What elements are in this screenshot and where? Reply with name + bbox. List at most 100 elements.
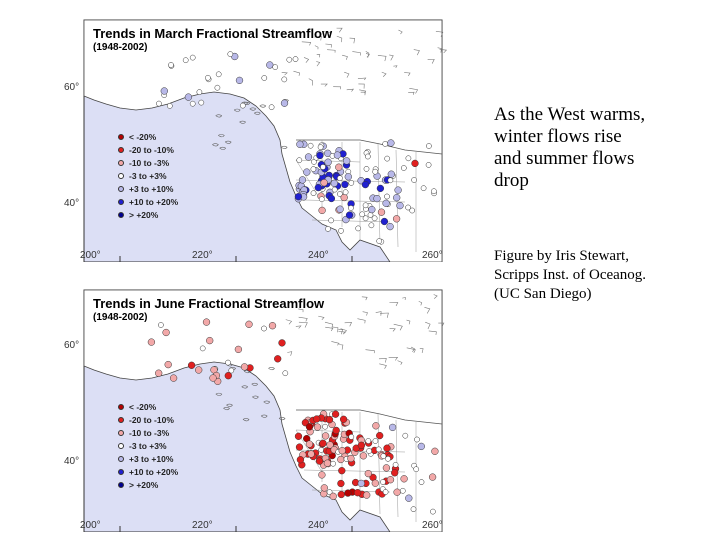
credit-line: (UC San Diego) xyxy=(494,286,592,302)
lake-outline xyxy=(425,321,431,330)
lake-outline xyxy=(404,72,411,77)
lake-outline xyxy=(428,330,437,335)
station-marker xyxy=(425,162,432,168)
station-marker xyxy=(382,199,390,207)
station-marker xyxy=(215,71,222,78)
lake-outline xyxy=(295,325,302,329)
legend-label: < -20% xyxy=(129,401,157,412)
station-marker xyxy=(156,100,162,107)
june-map-title: Trends in June Fractional Streamflow xyxy=(93,296,325,311)
station-marker xyxy=(386,222,394,231)
station-marker xyxy=(282,370,289,377)
credit-line: Scripps Inst. of Oceanog. xyxy=(494,267,647,283)
march-lat-40-label: 40° xyxy=(64,198,80,209)
lake-outline xyxy=(409,87,419,94)
legend-entry: -10 to -3% xyxy=(118,426,178,439)
station-marker xyxy=(348,434,355,440)
lake-outline xyxy=(331,326,339,333)
legend-label: -20 to -10% xyxy=(129,414,174,425)
station-marker xyxy=(376,184,385,193)
lake-outline xyxy=(397,360,403,365)
legend-swatch xyxy=(118,133,124,140)
station-marker xyxy=(320,179,328,187)
station-marker xyxy=(195,366,203,374)
station-marker xyxy=(342,189,349,196)
legend-swatch xyxy=(118,146,124,153)
station-marker xyxy=(426,143,432,149)
station-marker xyxy=(361,180,370,189)
station-marker xyxy=(235,76,244,85)
legend-label: > +20% xyxy=(129,209,159,220)
station-marker xyxy=(388,423,397,432)
station-marker xyxy=(261,325,267,332)
station-marker xyxy=(324,149,332,157)
station-marker xyxy=(363,166,370,172)
station-marker xyxy=(266,61,274,69)
coast-island xyxy=(224,140,232,144)
lake-outline xyxy=(344,71,350,78)
coast-island xyxy=(233,108,241,112)
station-marker xyxy=(327,194,336,203)
station-marker xyxy=(278,339,286,347)
station-marker xyxy=(310,190,317,197)
lake-outline xyxy=(346,88,355,92)
slide-headline: As the West warms, winter flows rise and… xyxy=(494,104,714,192)
lake-outline xyxy=(402,297,406,301)
station-marker xyxy=(359,211,366,218)
station-marker xyxy=(296,456,305,464)
station-marker xyxy=(184,93,193,101)
station-marker xyxy=(280,99,289,107)
station-marker xyxy=(330,179,338,187)
coast-island xyxy=(278,417,286,421)
station-marker xyxy=(166,103,173,109)
lake-outline xyxy=(379,363,387,369)
legend-swatch xyxy=(118,159,124,166)
station-marker xyxy=(209,374,217,382)
legend-label: -10 to -3% xyxy=(129,157,170,168)
national-border xyxy=(296,139,443,155)
lake-outline xyxy=(378,358,387,363)
station-marker xyxy=(198,99,205,106)
station-marker xyxy=(318,196,325,203)
lake-outline xyxy=(314,45,319,50)
station-marker xyxy=(410,506,417,513)
station-marker xyxy=(294,432,303,440)
national-border xyxy=(296,409,443,425)
station-marker xyxy=(339,415,348,423)
coast-island xyxy=(212,143,219,147)
lake-outline xyxy=(380,312,389,318)
lake-outline xyxy=(433,294,438,299)
station-marker xyxy=(431,447,439,455)
station-marker xyxy=(385,455,391,462)
legend-swatch xyxy=(118,429,124,436)
station-marker xyxy=(371,215,378,222)
station-marker xyxy=(383,444,391,452)
station-marker xyxy=(322,423,328,430)
legend-label: < -20% xyxy=(129,131,157,142)
legend-label: +3 to +10% xyxy=(129,453,174,464)
station-marker xyxy=(363,491,371,499)
station-marker xyxy=(305,423,314,431)
lake-outline xyxy=(349,37,356,44)
lake-outline xyxy=(362,311,368,316)
legend-swatch xyxy=(118,211,124,218)
station-marker xyxy=(310,166,317,172)
station-marker xyxy=(147,338,156,346)
lake-outline xyxy=(438,322,445,327)
march-lat-60-label: 60° xyxy=(64,82,80,93)
lake-outline xyxy=(287,351,293,356)
station-marker xyxy=(368,205,376,214)
station-marker xyxy=(335,163,343,171)
station-marker xyxy=(368,222,375,229)
station-marker xyxy=(320,484,328,492)
lake-outline xyxy=(303,57,310,63)
legend-entry: > +20% xyxy=(118,478,178,491)
station-marker xyxy=(234,345,243,354)
station-marker xyxy=(362,202,369,209)
coast-island xyxy=(226,403,233,407)
march-map-period: (1948-2002) xyxy=(93,42,148,53)
lake-outline xyxy=(281,72,288,76)
legend-entry: -10 to -3% xyxy=(118,156,178,169)
station-marker xyxy=(372,438,379,444)
station-marker xyxy=(409,207,416,214)
